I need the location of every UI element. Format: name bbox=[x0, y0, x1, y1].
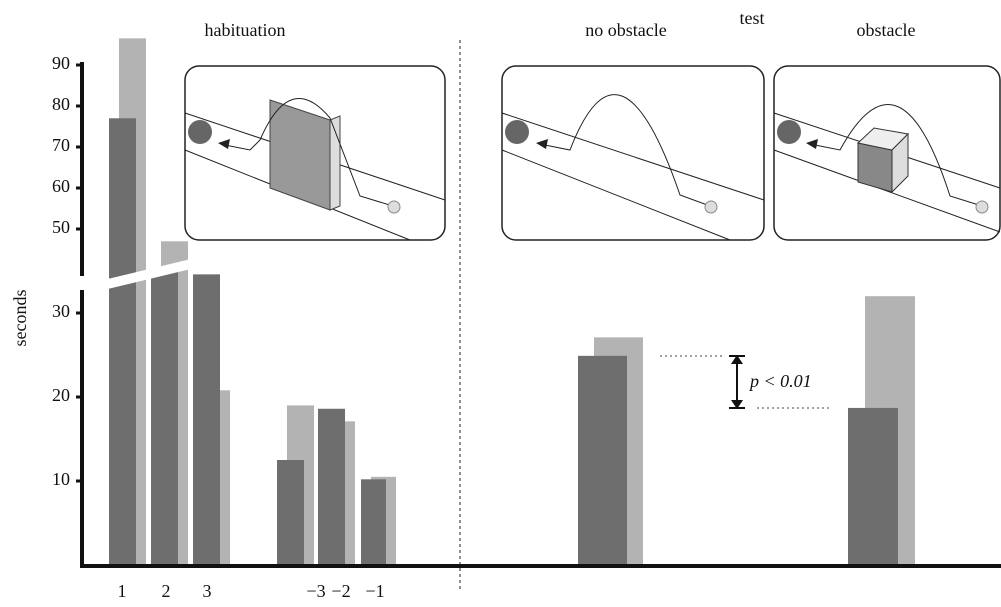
y-tick-label: 70 bbox=[52, 135, 70, 155]
y-axis-label: seconds bbox=[10, 290, 30, 347]
y-tick-label: 20 bbox=[52, 385, 70, 405]
obstacle-illustration bbox=[773, 65, 1001, 241]
habituation-illustration bbox=[184, 65, 446, 241]
bar bbox=[318, 408, 345, 565]
y-tick-label: 60 bbox=[52, 176, 70, 196]
bar bbox=[193, 274, 220, 565]
x-tick-label: 3 bbox=[203, 581, 212, 601]
bar bbox=[361, 479, 386, 565]
bar bbox=[578, 355, 627, 565]
y-tick-label: 50 bbox=[52, 217, 70, 237]
bar bbox=[109, 118, 136, 566]
x-tick-label: 2 bbox=[162, 581, 171, 601]
group-label: obstacle bbox=[857, 20, 916, 40]
bar bbox=[277, 460, 304, 565]
axis-break bbox=[70, 258, 195, 298]
y-tick-label: 30 bbox=[52, 301, 70, 321]
x-tick-label: 1 bbox=[118, 581, 127, 601]
group-label: habituation bbox=[205, 20, 286, 40]
x-tick-label: −3 bbox=[306, 581, 325, 601]
arrow-head bbox=[731, 400, 743, 409]
y-tick-label: 90 bbox=[52, 53, 70, 73]
bar bbox=[151, 270, 178, 565]
group-label: test bbox=[740, 8, 765, 28]
bars bbox=[109, 38, 915, 566]
x-tick-label: −2 bbox=[331, 581, 350, 601]
x-tick-label: −1 bbox=[365, 581, 384, 601]
bar bbox=[848, 407, 898, 565]
arrow-head bbox=[731, 355, 743, 364]
y-tick-label: 80 bbox=[52, 94, 70, 114]
group-label: no obstacle bbox=[585, 20, 666, 40]
no-obstacle-illustration bbox=[501, 65, 765, 241]
y-tick-label: 10 bbox=[52, 469, 70, 489]
significance-label: p < 0.01 bbox=[748, 371, 812, 391]
